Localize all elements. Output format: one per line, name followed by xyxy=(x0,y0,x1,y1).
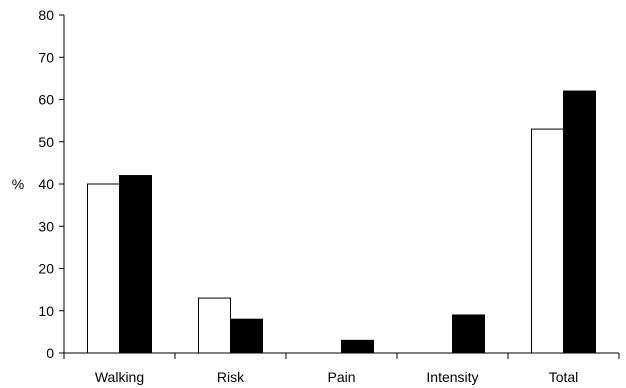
bar-pain-series-2 xyxy=(341,339,374,354)
y-axis-label: % xyxy=(12,176,24,192)
bar-total-series-2 xyxy=(563,90,596,354)
bar-risk-series-2 xyxy=(230,318,263,354)
labels: 0 10 20 30 40 50 60 70 80% Walking Risk Pain Intensi… xyxy=(12,7,579,385)
x-tick-label: Risk xyxy=(217,369,245,385)
bar-walking-series-2 xyxy=(119,175,152,354)
x-tick-label: Walking xyxy=(95,369,144,385)
bar-walking-series-1 xyxy=(87,183,120,354)
bars xyxy=(87,90,596,354)
bar-total-series-1 xyxy=(531,128,564,354)
y-tick-label: 40 xyxy=(38,176,54,192)
y-tick-label: 10 xyxy=(38,303,54,319)
bar-risk-series-1 xyxy=(198,297,231,354)
y-tick-label: 60 xyxy=(38,92,54,108)
x-tick-label: Pain xyxy=(327,369,355,385)
y-tick-label: 50 xyxy=(38,134,54,150)
x-tick-label: Intensity xyxy=(426,369,478,385)
y-tick-label: 70 xyxy=(38,49,54,65)
bar-intensity-series-2 xyxy=(452,314,485,354)
y-tick-label: 0 xyxy=(46,345,54,361)
y-tick-label: 80 xyxy=(38,7,54,23)
x-tick-label: Total xyxy=(549,369,579,385)
y-tick-label: 20 xyxy=(38,261,54,277)
axes xyxy=(59,14,620,359)
y-tick-label: 30 xyxy=(38,218,54,234)
